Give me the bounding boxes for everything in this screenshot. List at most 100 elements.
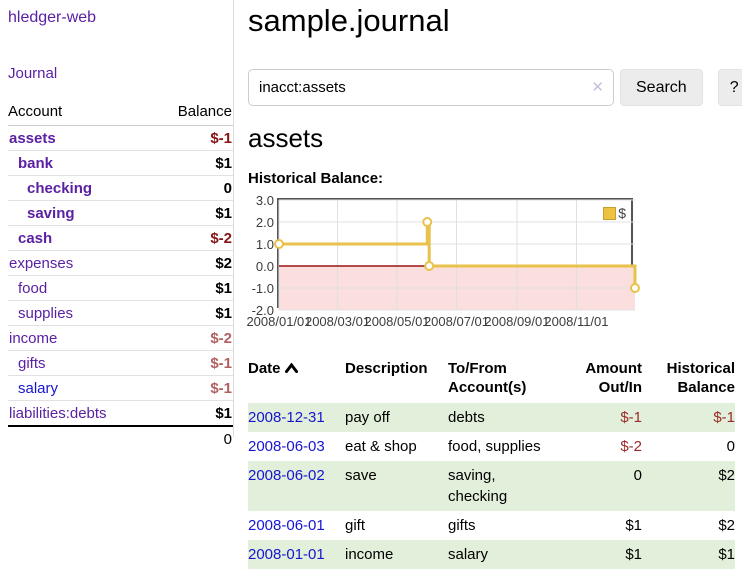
register-row: 2008-06-01 gift gifts $1 $2 bbox=[248, 511, 735, 540]
transaction-description: eat & shop bbox=[345, 438, 417, 455]
chart-plot: $ bbox=[274, 198, 640, 311]
transaction-accounts: food, supplies bbox=[448, 438, 541, 455]
transaction-balance: $-1 bbox=[713, 409, 735, 426]
sidebar-divider bbox=[233, 0, 234, 437]
account-row: income $-2 bbox=[8, 326, 233, 351]
account-row: assets $-1 bbox=[8, 126, 233, 151]
account-rows: assets $-1 bank $1 checking 0 saving $1 cash $-2 e… bbox=[8, 126, 233, 425]
transaction-date-link[interactable]: 2008-12-31 bbox=[248, 409, 325, 426]
transaction-amount: $-2 bbox=[620, 438, 642, 455]
account-tree-header: Account Balance bbox=[8, 99, 233, 126]
account-balance: $-1 bbox=[210, 355, 232, 372]
account-link[interactable]: assets bbox=[9, 130, 56, 147]
app-title-link[interactable]: hledger-web bbox=[8, 9, 97, 26]
balance-chart: 3.0 2.0 1.0 0.0 -1.0 -2.0 $ 2008/01/01 2008/03… bbox=[246, 194, 735, 332]
chart-legend: $ bbox=[603, 205, 626, 221]
account-link[interactable]: supplies bbox=[18, 305, 74, 322]
register-row: 2008-06-03 eat & shop food, supplies $-2 0 bbox=[248, 432, 735, 461]
transaction-description: save bbox=[345, 467, 377, 484]
account-row: cash $-2 bbox=[8, 226, 233, 251]
account-balance: $1 bbox=[215, 305, 232, 322]
account-link[interactable]: checking bbox=[27, 180, 93, 197]
account-link[interactable]: expenses bbox=[9, 255, 74, 272]
transaction-amount: $-1 bbox=[620, 409, 642, 426]
account-total-value: 0 bbox=[223, 431, 232, 448]
register-row: 2008-01-01 income salary $1 $1 bbox=[248, 540, 735, 569]
account-row: liabilities:debts $1 bbox=[8, 401, 233, 425]
balance-column-header: Balance bbox=[177, 103, 232, 120]
clear-search-icon[interactable]: ✕ bbox=[591, 79, 604, 96]
account-row: gifts $-1 bbox=[8, 351, 233, 376]
chart-title: Historical Balance: bbox=[248, 170, 384, 187]
y-tick-label: 1.0 bbox=[255, 237, 274, 252]
register-row: 2008-12-31 pay off debts $-1 $-1 bbox=[248, 403, 735, 432]
account-row: expenses $2 bbox=[8, 251, 233, 276]
transaction-date-link[interactable]: 2008-06-02 bbox=[248, 467, 325, 484]
help-button[interactable]: ? bbox=[717, 69, 742, 106]
transaction-balance: $2 bbox=[718, 467, 735, 484]
account-row: checking 0 bbox=[8, 176, 233, 201]
x-tick-label: 2008/01/01 bbox=[246, 314, 312, 329]
x-tick-label: 2008/05/01 bbox=[364, 314, 430, 329]
account-balance: $1 bbox=[215, 155, 232, 172]
transaction-description: pay off bbox=[345, 409, 390, 426]
account-link[interactable]: bank bbox=[18, 155, 54, 172]
account-link[interactable]: salary bbox=[18, 380, 59, 397]
transaction-balance: $1 bbox=[718, 546, 735, 563]
transaction-accounts: saving, checking bbox=[448, 467, 508, 505]
transaction-date-link[interactable]: 2008-06-01 bbox=[248, 517, 325, 534]
x-tick-label: 2008/07/01 bbox=[423, 314, 490, 329]
header-balance: Historical Balance bbox=[666, 360, 735, 396]
header-amount: Amount Out/In bbox=[585, 360, 642, 396]
account-heading: assets bbox=[248, 123, 324, 153]
x-tick-label: 2008/11/01 bbox=[544, 314, 609, 329]
header-date[interactable]: Date bbox=[248, 357, 345, 403]
account-balance: $-2 bbox=[210, 330, 232, 347]
transaction-description: gift bbox=[345, 517, 366, 534]
sidebar: hledger-web Journal Account Balance asse… bbox=[8, 0, 233, 452]
account-row: salary $-1 bbox=[8, 376, 233, 401]
search-input[interactable] bbox=[248, 69, 614, 106]
transaction-date-link[interactable]: 2008-01-01 bbox=[248, 546, 325, 563]
y-tick-label: -1.0 bbox=[251, 281, 274, 296]
account-link[interactable]: gifts bbox=[18, 355, 46, 372]
page-title: sample.journal bbox=[248, 3, 450, 38]
register-header-row: Date Description To/From Account(s) Amou… bbox=[248, 357, 735, 403]
x-tick-label: 2008/03/01 bbox=[304, 314, 371, 329]
account-balance: $-2 bbox=[210, 230, 232, 247]
account-row: saving $1 bbox=[8, 201, 233, 226]
account-tree: Account Balance assets $-1 bank $1 checking 0… bbox=[8, 99, 233, 452]
account-column-header: Account bbox=[8, 103, 63, 120]
register-row: 2008-06-02 save saving, checking 0 $2 bbox=[248, 461, 735, 511]
account-balance: $1 bbox=[215, 280, 232, 297]
y-tick-label: -2.0 bbox=[251, 303, 274, 318]
account-link[interactable]: liabilities:debts bbox=[9, 405, 107, 422]
account-balance: $1 bbox=[215, 205, 232, 222]
header-accounts: To/From Account(s) bbox=[448, 360, 527, 396]
account-balance: 0 bbox=[223, 180, 232, 197]
nav-journal-link[interactable]: Journal bbox=[8, 65, 58, 82]
account-balance: $1 bbox=[215, 405, 232, 422]
y-tick-label: 0.0 bbox=[255, 259, 274, 274]
account-link[interactable]: food bbox=[18, 280, 48, 297]
register-rows: 2008-12-31 pay off debts $-1 $-1 2008-06-03 ea… bbox=[248, 403, 735, 569]
transaction-balance: $2 bbox=[718, 517, 735, 534]
account-link[interactable]: saving bbox=[27, 205, 75, 222]
account-link[interactable]: cash bbox=[18, 230, 53, 247]
transaction-accounts: gifts bbox=[448, 517, 476, 534]
transaction-amount: 0 bbox=[633, 467, 642, 484]
transaction-accounts: salary bbox=[448, 546, 489, 563]
main-content: sample.journal ✕ Search ? assets Histori… bbox=[246, 0, 742, 569]
header-description: Description bbox=[345, 360, 428, 377]
legend-label: $ bbox=[618, 205, 626, 221]
search-button[interactable]: Search bbox=[620, 69, 703, 106]
account-total-row: 0 bbox=[8, 425, 233, 452]
y-tick-label: 2.0 bbox=[255, 215, 274, 230]
transaction-description: income bbox=[345, 546, 394, 563]
account-row: food $1 bbox=[8, 276, 233, 301]
legend-swatch-icon bbox=[603, 206, 617, 220]
account-row: bank $1 bbox=[8, 151, 233, 176]
x-tick-label: 2008/09/01 bbox=[484, 314, 550, 329]
account-link[interactable]: income bbox=[9, 330, 58, 347]
transaction-date-link[interactable]: 2008-06-03 bbox=[248, 438, 325, 455]
